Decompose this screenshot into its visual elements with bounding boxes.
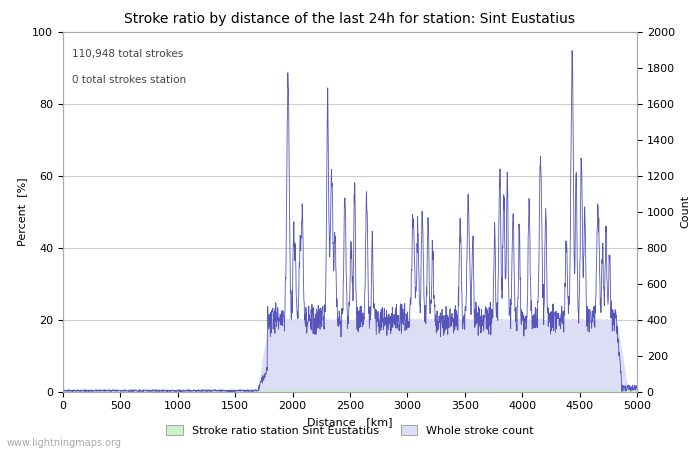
Y-axis label: Count: Count — [680, 195, 690, 228]
Text: 0 total strokes station: 0 total strokes station — [71, 75, 186, 85]
X-axis label: Distance   [km]: Distance [km] — [307, 417, 393, 427]
Y-axis label: Percent  [%]: Percent [%] — [17, 177, 27, 246]
Text: 110,948 total strokes: 110,948 total strokes — [71, 50, 183, 59]
Text: www.lightningmaps.org: www.lightningmaps.org — [7, 438, 122, 448]
Legend: Stroke ratio station Sint Eustatius, Whole stroke count: Stroke ratio station Sint Eustatius, Who… — [162, 420, 538, 440]
Title: Stroke ratio by distance of the last 24h for station: Sint Eustatius: Stroke ratio by distance of the last 24h… — [125, 12, 575, 26]
